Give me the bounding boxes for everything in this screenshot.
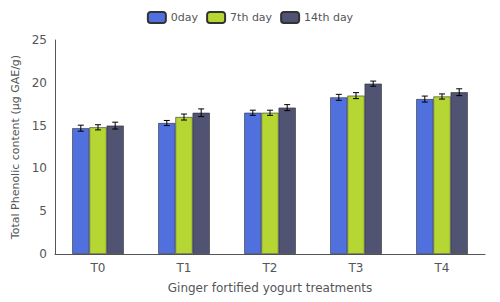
svg-text:Total Phenolic content (μg GAE: Total Phenolic content (μg GAE/g) xyxy=(9,55,22,240)
svg-text:T0: T0 xyxy=(90,261,106,275)
svg-text:14th day: 14th day xyxy=(304,11,354,24)
svg-text:25: 25 xyxy=(32,33,47,47)
svg-text:7th day: 7th day xyxy=(230,11,273,24)
svg-text:T2: T2 xyxy=(262,261,278,275)
svg-text:5: 5 xyxy=(39,204,47,218)
svg-text:T4: T4 xyxy=(434,261,450,275)
svg-text:Ginger fortified yogurt treatm: Ginger fortified yogurt treatments xyxy=(168,281,372,295)
svg-text:0: 0 xyxy=(39,247,47,261)
svg-text:T3: T3 xyxy=(348,261,364,275)
svg-text:0day: 0day xyxy=(171,11,199,24)
svg-text:T1: T1 xyxy=(176,261,192,275)
svg-text:10: 10 xyxy=(32,161,47,175)
svg-text:20: 20 xyxy=(32,76,47,90)
svg-text:15: 15 xyxy=(32,119,47,133)
